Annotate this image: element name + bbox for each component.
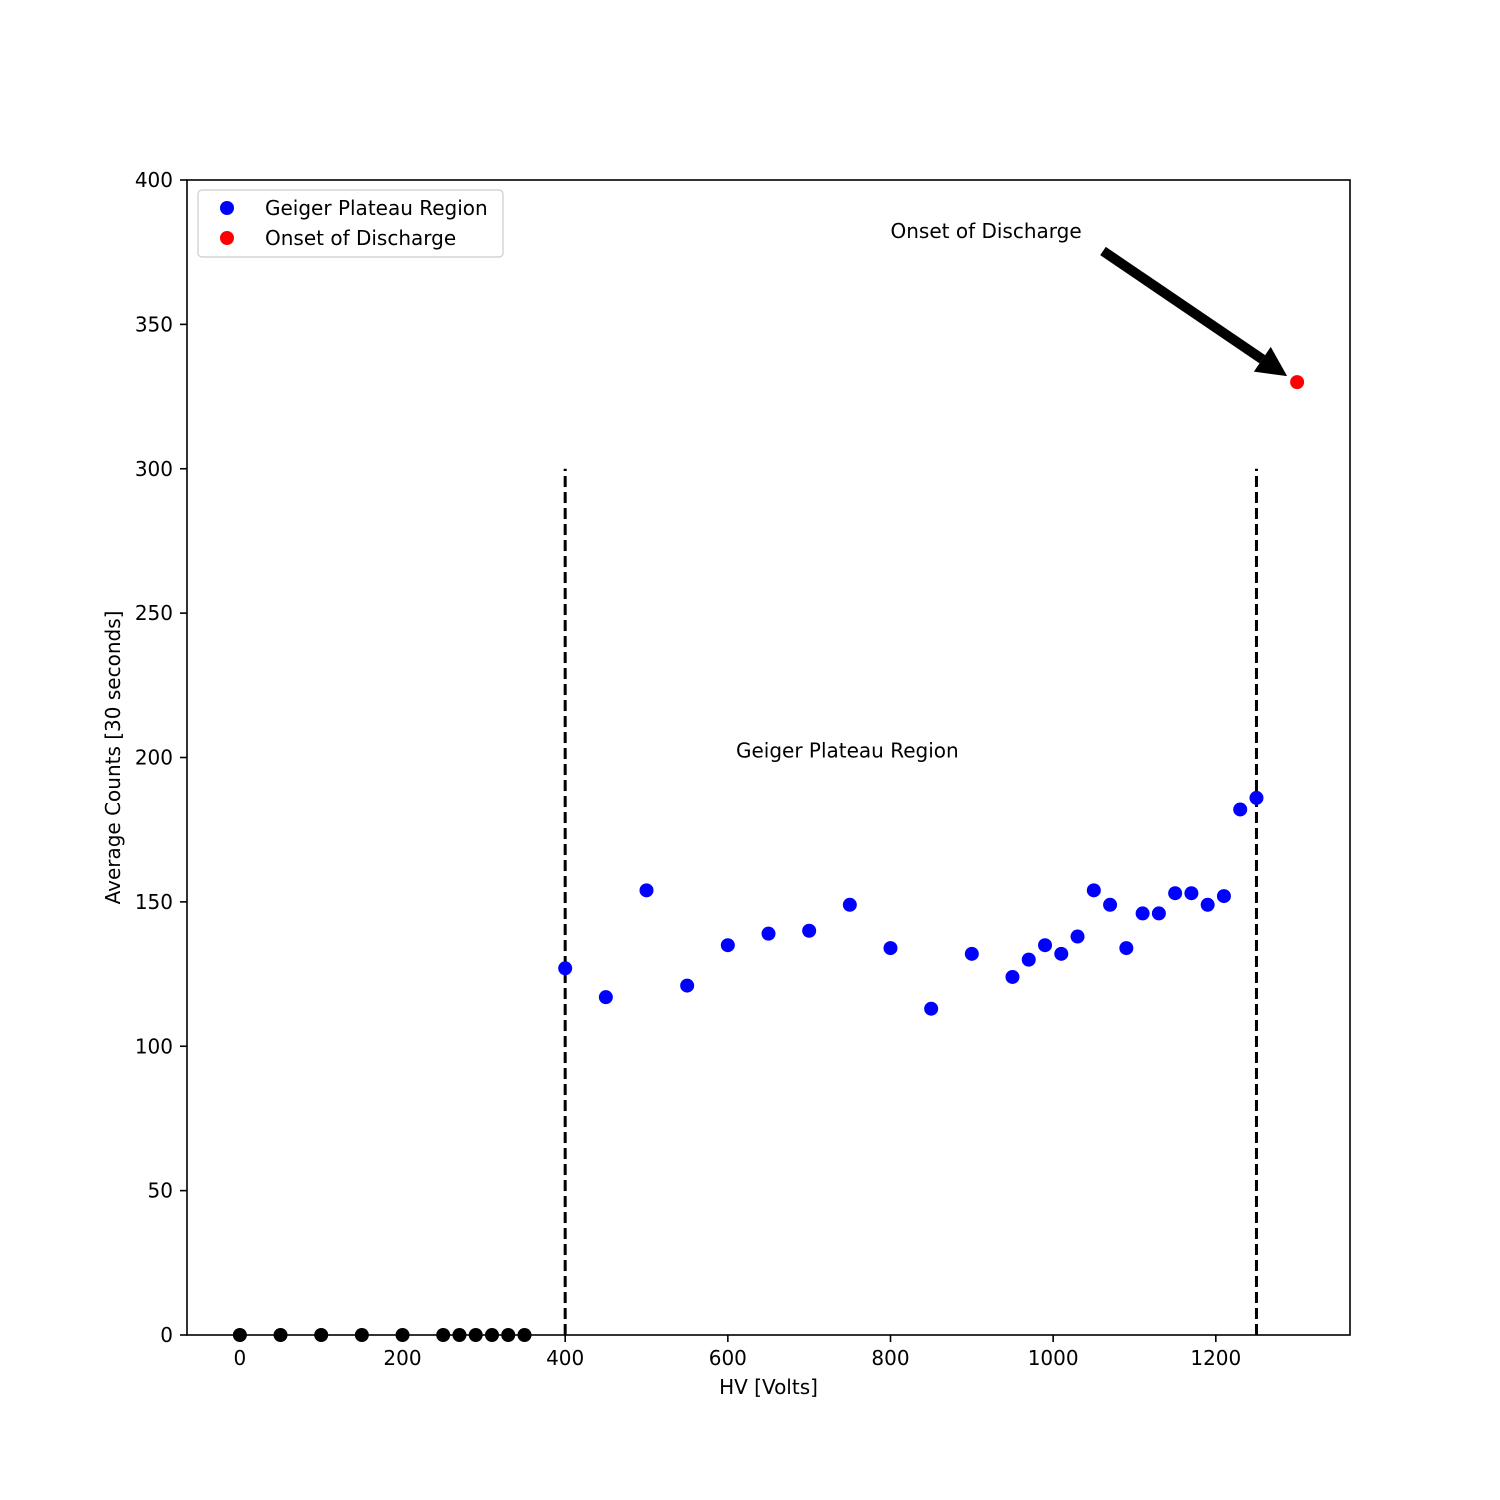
y-tick-label-3: 150 (135, 890, 173, 914)
data-point-s1-p13 (1038, 938, 1053, 953)
data-point-s1-p15 (1070, 929, 1085, 944)
data-point-s1-p26 (1249, 790, 1264, 805)
data-point-s1-p1 (598, 990, 613, 1005)
y-axis-label: Average Counts [30 seconds] (101, 611, 125, 905)
data-point-s1-p18 (1119, 941, 1134, 956)
annotation-text-1: Geiger Plateau Region (736, 739, 959, 763)
data-point-s1-p24 (1216, 889, 1231, 904)
y-tick-label-4: 200 (135, 746, 173, 770)
annotation-arrow-shaft-0 (1100, 246, 1266, 364)
data-point-s1-p14 (1054, 946, 1069, 961)
data-point-s1-p11 (1005, 969, 1020, 984)
data-point-s1-p8 (883, 941, 898, 956)
x-tick-label-6: 1200 (1190, 1346, 1241, 1370)
data-point-s1-p12 (1021, 952, 1036, 967)
annotation-text-0: Onset of Discharge (890, 219, 1081, 243)
data-point-s1-p7 (842, 897, 857, 912)
data-point-s1-p21 (1168, 886, 1183, 901)
x-tick-label-2: 400 (546, 1346, 584, 1370)
y-tick-label-5: 250 (135, 601, 173, 625)
legend-marker-1 (220, 201, 234, 215)
legend-label-2: Onset of Discharge (265, 226, 456, 250)
annotation-arrow-head-0 (1253, 346, 1288, 377)
x-tick-label-0: 0 (233, 1346, 246, 1370)
x-tick-label-4: 800 (871, 1346, 909, 1370)
data-point-s1-p16 (1086, 883, 1101, 898)
y-tick-label-1: 50 (148, 1179, 173, 1203)
data-point-s1-p25 (1233, 802, 1248, 817)
axes: 0 200 400 600 800 1000 1200 0 50 100 150 200 250 300 3… (101, 168, 1351, 1399)
data-point-s1-p2 (639, 883, 654, 898)
data-point-s1-p10 (964, 946, 979, 961)
y-tick-label-7: 350 (135, 312, 173, 336)
data-point-s1-p0 (558, 961, 573, 976)
data-point-s1-p4 (720, 938, 735, 953)
x-tick-label-3: 600 (709, 1346, 747, 1370)
legend-box (197, 189, 504, 258)
x-tick-label-5: 1000 (1028, 1346, 1079, 1370)
legend-label-1: Geiger Plateau Region (265, 196, 488, 220)
x-axis-label: HV [Volts] (719, 1375, 818, 1399)
plot-area: Onset of Discharge Geiger Plateau Region (232, 219, 1305, 1342)
legend-marker-2 (220, 231, 234, 245)
x-tick-label-1: 200 (383, 1346, 421, 1370)
y-tick-label-0: 0 (160, 1323, 173, 1347)
data-point-s1-p6 (802, 923, 817, 938)
y-tick-label-8: 400 (135, 168, 173, 192)
y-tick-label-6: 300 (135, 457, 173, 481)
legend: Geiger Plateau Region Onset of Discharge (197, 189, 504, 258)
data-point-s1-p20 (1151, 906, 1166, 921)
data-point-s2-p0 (1290, 375, 1305, 390)
y-tick-label-2: 100 (135, 1034, 173, 1058)
data-point-s1-p9 (924, 1001, 939, 1016)
data-point-s1-p19 (1135, 906, 1150, 921)
data-point-s1-p5 (761, 926, 776, 941)
data-point-s1-p3 (680, 978, 695, 993)
data-point-s1-p23 (1200, 897, 1215, 912)
data-point-s1-p17 (1103, 897, 1118, 912)
data-point-s1-p22 (1184, 886, 1199, 901)
